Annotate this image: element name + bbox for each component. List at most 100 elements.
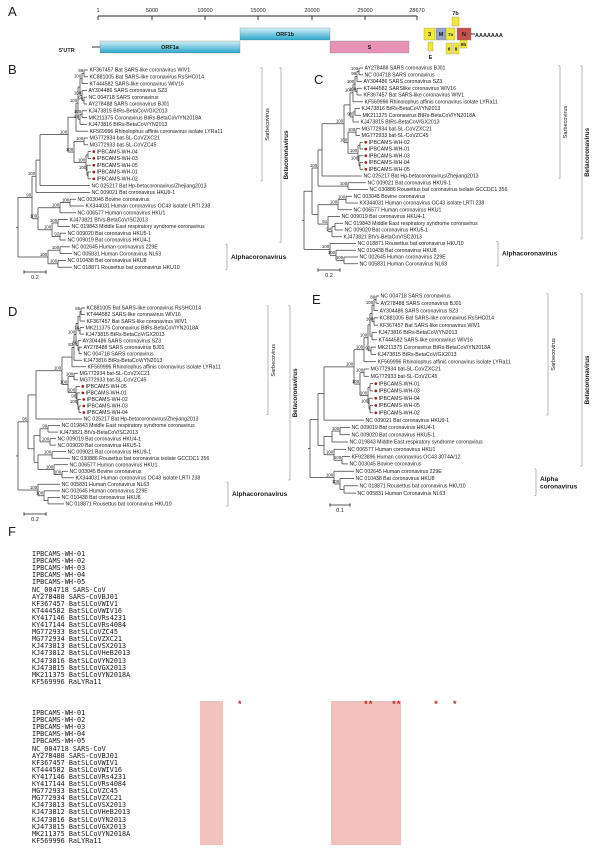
bootstrap-value: 100 [332,479,340,484]
genome-ruler-label: 25000 [357,8,372,14]
bootstrap-value: 100 [30,214,38,219]
tip-label: KC881005 Bat SARS-like coronavirus RsSHC… [87,306,202,312]
bootstrap-value: 100 [340,137,348,142]
sequence-name: KJ473815 BatSLCoVGX2013 [32,663,127,672]
sequence-name: KF367457 BatSLCoVWIV1 [32,758,118,767]
genome-ruler-label: 1 [96,8,99,14]
tip-label: NC 005831 Human Coronavirus NL63 [74,251,162,257]
bootstrap-value: 100 [334,455,342,460]
sequence-name: IPBCAMS-WH-03 [32,564,86,573]
key-residue-star: * [434,699,438,709]
tip-label: NC 003045 Bovine coronavirus [354,194,426,200]
genome-ruler-label: 15000 [250,8,265,14]
novel-strain-dot [364,154,368,158]
tip-label: KJ473815 BtRs-BetaCoV/GX2013 [86,332,165,338]
tip-label: IPBCAMS-WH-01 [379,381,420,387]
tip-label: KJ473816 BtRs-BetaCoV/YN2013 [362,106,441,112]
bootstrap-value: 100 [54,366,62,371]
bootstrap-value: 94 [74,114,79,119]
bootstrap-value: 100 [326,450,334,455]
novel-strain-dot [364,167,368,171]
tip-label: KJ473815 BtRs-BetaCoV/GX2013 [89,109,168,115]
tip-label: NC 018871 Rousettus bat coronavirus HKU1… [74,265,180,271]
novel-strain-dot [82,404,86,408]
bootstrap-value: 100 [78,157,86,162]
sequence-name: IPBCAMS-WH-05 [32,578,86,587]
tip-label: AY304486 SARS coronavirus SZ3 [89,88,168,94]
tip-label: KX344031 Human coronavirus OC43 isolate … [76,475,201,481]
sequence-name: IPBCAMS-WH-01 [32,709,86,717]
novel-strain-dot [81,391,85,395]
tip-label: KT444582 SARS-like coronavirus WIV16 [87,312,181,318]
gene-label-S: S [368,45,372,51]
tip-label: NC 030886 Rousettus bat coronavirus isol… [370,187,508,193]
tip-label: NC 009020 Bat coronavirus HKU5-1 [58,443,142,449]
bootstrap-value: 100 [310,163,318,168]
bootstrap-value: 98 [78,68,83,73]
clade-label: Betacoronavirus [584,355,591,404]
gene-label-N: N [462,32,466,38]
panel-letter-d: D [8,304,17,319]
novel-strain-dot [374,411,378,415]
bootstrap-value: 85 [72,340,77,345]
tip-label: IPBCAMS-WH-01 [86,391,127,397]
bootstrap-value: 100 [52,203,60,208]
tip-label: NC 009019 Bat coronavirus HKU4-1 [58,436,142,442]
tip-label: AY278488 SARS coronavirus BJ01 [89,102,170,108]
scale-bar-label: 0.2 [325,273,333,279]
bootstrap-value: 100 [352,379,360,384]
bootstrap-value: 100 [336,119,344,124]
tip-label: IPBCAMS-WH-03 [97,156,138,162]
gene-label-7a: 7a [448,32,454,37]
bootstrap-value: 100 [79,165,87,170]
bootstrap-value: 100 [60,379,68,384]
bootstrap-value: 100 [338,194,346,199]
gene-box-E [427,41,434,52]
tip-label: NC 003045 Bovine coronavirus [70,469,142,475]
tip-label: KJ473815 BtRs-BetaCoV/GX2013 [378,352,457,358]
tip-label: MK211375 Coronavirus BtRs-BetaCoV/YN2018… [86,325,199,331]
bootstrap-value: 100 [74,73,82,78]
bootstrap-value: 100 [347,79,355,84]
tip-label: IPBCAMS-WH-02 [87,397,128,403]
bootstrap-value: 100 [66,147,74,152]
bootstrap-value: 100 [54,469,62,474]
tip-label: KT444582 SARS-like coronavirus WIV16 [90,81,184,87]
gene-box-ORF1a [99,40,241,54]
sequence-name: KJ473816 BatSLCoVYN2013 [32,656,127,665]
gene-box-7a [445,27,456,41]
gene-label-ORF1a: ORF1a [161,45,180,51]
tip-label: IPBCAMS-WH-05 [97,163,138,169]
tip-label: NC 025217 Bat Hp-betacoronavirus/Zhejian… [92,183,207,189]
panel-letter-a: A [8,4,17,19]
novel-strain-dot [82,398,86,401]
tip-label: IPBCAMS-WH-04 [97,149,138,155]
tip-label: KF367457 Bat SARS-like coronavirus WIV1 [87,319,188,325]
tip-label: NC 002645 Human coronavirus 229E [62,489,149,495]
clade-label: Betacoronavirus [584,127,591,176]
tip-label: KJ473816 BtRs-BetaCoV/YN2013 [89,122,168,128]
sequence-name: KY417144 BatSLCoVRs4084 [32,621,127,629]
bootstrap-value: 99 [42,424,47,429]
sequence-name: IPBCAMS-WH-03 [32,723,86,732]
bootstrap-value: 100 [322,244,330,249]
bootstrap-value: 100 [351,66,359,71]
bootstrap-value: 100 [42,437,50,442]
key-residue-star: * [396,699,401,709]
bootstrap-value: 100 [74,109,82,114]
tip-label: KJ473821 BtVs-BetaCoV/SC2013 [344,234,423,240]
sequence-name: MG772934 BatSLCoVZXC21 [32,635,123,644]
bootstrap-value: 100 [30,485,38,490]
tip-label: IPBCAMS-WH-04 [87,410,128,416]
bootstrap-value: 89 [370,294,375,299]
bootstrap-value: 76 [74,326,79,331]
sequence-name: MG772933 BatSLCoVZC45 [32,787,118,796]
tip-label: KF569996 Rhinolophus affinis coronavirus… [90,129,223,135]
sequence-name: KJ473812 BatSLCoVHeB2013 [32,808,131,817]
tip-label: NC 009019 Bat coronavirus HKU4-1 [342,214,426,220]
bootstrap-value: 96 [71,393,76,398]
bootstrap-value: 100 [356,345,364,350]
bootstrap-value: 100 [40,252,48,257]
tip-label: KC881005 Bat SARS-like coronavirus RsSHC… [90,75,205,81]
